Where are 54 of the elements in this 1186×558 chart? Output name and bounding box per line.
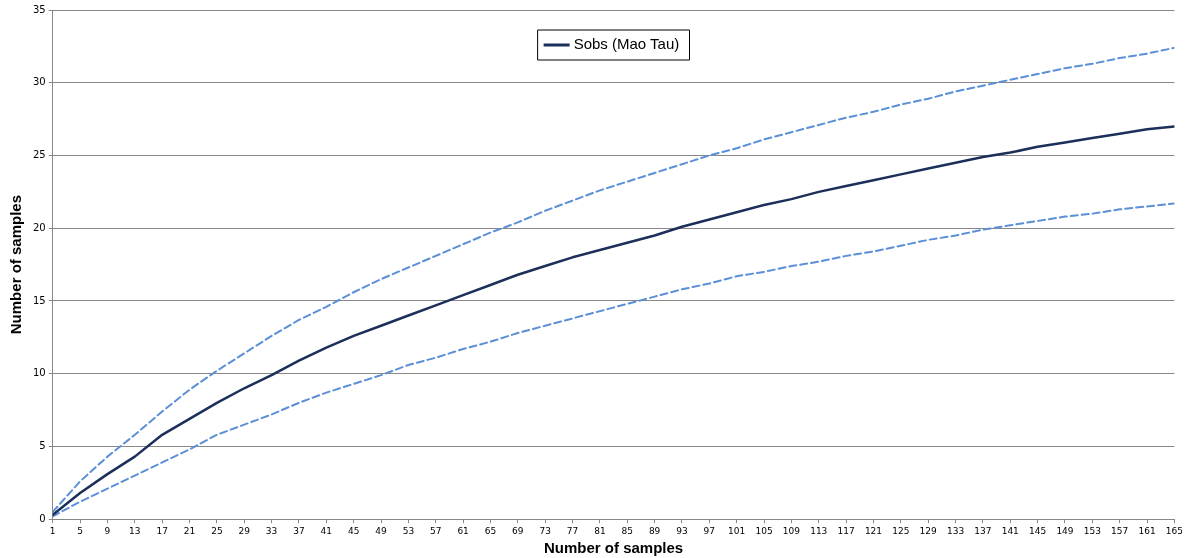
- x-tick-label: 1: [49, 525, 56, 536]
- x-axis-title: Number of samples: [543, 539, 684, 557]
- x-tick-label: 93: [676, 525, 688, 536]
- x-tick-label: 101: [728, 525, 746, 536]
- x-tick-label: 9: [104, 525, 111, 536]
- x-tick-label: 129: [919, 525, 938, 536]
- x-tick-label: 69: [512, 525, 524, 536]
- y-tick-label: 15: [32, 294, 46, 306]
- x-tick-label: 33: [265, 525, 278, 536]
- x-tick-label: 21: [183, 525, 196, 536]
- x-tick-label: 53: [402, 525, 415, 536]
- x-tick-label: 41: [320, 525, 333, 536]
- x-tick-label: 117: [837, 525, 855, 536]
- x-tick-label: 121: [864, 525, 883, 536]
- x-tick-label: 73: [539, 525, 551, 536]
- y-tick-label: 20: [32, 221, 46, 233]
- x-tick-label: 37: [293, 525, 305, 536]
- x-tick-label: 45: [347, 525, 360, 536]
- x-tick-label: 137: [974, 525, 992, 536]
- x-tick-label: 109: [782, 525, 801, 536]
- y-tick-label: 35: [32, 3, 46, 15]
- x-tick-label: 145: [1029, 525, 1047, 536]
- x-tick-label: 61: [457, 525, 469, 536]
- x-tick-label: 165: [1165, 525, 1183, 536]
- x-tick-label: 81: [594, 525, 606, 536]
- y-tick-label: 30: [32, 76, 46, 88]
- x-tick-label: 13: [129, 525, 141, 536]
- x-tick-label: 161: [1138, 525, 1156, 536]
- x-tick-label: 57: [430, 525, 442, 536]
- x-tick-label: 49: [375, 525, 388, 536]
- x-tick-label: 29: [238, 525, 251, 536]
- y-tick-label: 5: [39, 440, 46, 452]
- x-tick-label: 149: [1056, 525, 1074, 536]
- y-tick-label: 10: [32, 367, 46, 379]
- x-tick-label: 157: [1111, 525, 1129, 536]
- legend-label: Sobs (Mao Tau): [573, 35, 680, 53]
- x-tick-label: 133: [946, 525, 965, 536]
- x-tick-label: 65: [484, 525, 497, 536]
- y-axis-title: Number of samples: [7, 194, 25, 335]
- y-tick-label: 25: [32, 149, 46, 161]
- x-tick-label: 113: [810, 525, 828, 536]
- x-tick-label: 77: [566, 525, 579, 536]
- x-tick-label: 125: [892, 525, 910, 536]
- x-tick-label: 97: [703, 525, 716, 536]
- x-tick-label: 141: [1001, 525, 1019, 536]
- x-tick-label: 25: [211, 525, 223, 536]
- x-tick-label: 17: [156, 525, 168, 536]
- x-tick-label: 89: [648, 525, 661, 536]
- x-tick-label: 85: [621, 525, 633, 536]
- line-series: [52, 202, 1175, 518]
- x-tick-label: 5: [77, 525, 83, 536]
- y-tick-label: 0: [39, 512, 46, 524]
- x-tick-label: 153: [1083, 525, 1101, 536]
- x-tick-label: 105: [755, 525, 773, 536]
